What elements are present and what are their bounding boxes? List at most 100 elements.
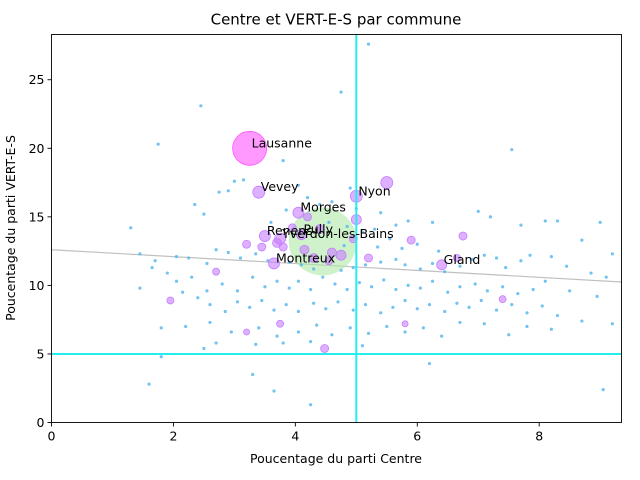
commune-point [380,176,394,189]
data-point [241,178,246,182]
data-point [437,249,441,253]
data-point [351,265,355,270]
commune-label: Nyon [358,183,390,198]
commune-point-yverdon-les-bains [274,232,287,245]
data-point [473,282,477,286]
data-point [305,196,310,200]
data-point [504,265,508,270]
data-point [150,265,154,270]
data-point [379,260,383,264]
data-point [507,333,511,337]
y-tick-label: 15 [29,209,45,224]
commune-label: Gland [444,252,481,267]
data-point [568,289,572,293]
data-point [156,142,160,146]
commune-point [335,249,347,261]
commune-label: Renens [267,223,313,238]
commune-label: Pully [303,222,333,237]
x-tick-label: 0 [48,429,56,444]
data-point [232,179,236,183]
data-point [217,190,221,194]
data-point [415,242,419,246]
y-axis: 0 5 10 15 20 25 [29,72,52,430]
data-point [287,286,291,290]
data-point [516,292,520,296]
data-point [223,309,227,314]
data-point [202,212,206,216]
data-point [257,326,261,330]
y-tick-label: 0 [37,415,45,430]
x-tick-label: 4 [291,429,299,444]
data-point [254,342,258,346]
data-point [555,313,560,318]
commune-label: Morges [300,200,346,215]
data-point [272,389,276,393]
data-point [604,275,608,279]
data-point [385,324,389,329]
data-point [470,257,474,261]
data-point [260,298,264,303]
data-point [339,268,343,272]
data-point [153,259,157,263]
data-point [403,298,407,303]
data-point [525,311,529,315]
data-point [248,305,252,309]
commune-point-montreux [268,257,280,270]
data-point [351,308,355,312]
plot-area: Lausanne Vevey Nyon Morges RenensYverdon-les… [51,34,622,423]
commune-point [303,212,312,222]
data-point [348,186,352,190]
data-point [275,279,279,283]
data-point [406,283,410,287]
data-point [379,211,383,215]
commune-point [287,223,297,233]
data-point [458,285,462,289]
data-point [580,238,584,242]
data-point [318,202,322,207]
data-point [324,307,328,311]
commune-point [242,239,251,249]
commune-point [401,320,409,328]
data-point [159,355,163,359]
data-point [327,220,331,224]
data-point [360,230,365,234]
data-point [296,330,300,334]
data-point [220,282,224,286]
data-point [226,250,230,255]
data-point [373,227,377,231]
data-point [494,308,499,312]
data-point [376,245,380,249]
commune-point-renens [258,230,271,242]
y-axis-label: Poucentage du parti VERT-E-S [3,135,18,321]
data-point [238,256,243,260]
data-point [205,261,209,266]
commune-point [458,231,468,241]
data-point [488,215,493,219]
data-point [272,308,276,312]
data-point [525,324,529,329]
data-point [458,320,462,325]
data-point [482,253,486,257]
data-point [443,309,447,314]
data-point [443,270,447,274]
data-point [312,301,316,305]
data-point [159,326,163,330]
data-point [284,302,288,307]
commune-point [308,253,319,263]
commune-label: Montreux [276,250,335,265]
data-point [543,279,547,283]
data-point [345,224,349,229]
data-point [580,319,584,323]
data-point [430,279,435,283]
data-point [400,246,404,250]
data-point [187,256,191,260]
data-point [199,104,203,108]
data-point [284,208,288,212]
data-point [251,372,255,377]
commune-point [324,256,334,266]
commune-point [498,295,507,304]
data-point [254,252,258,256]
x-axis: 0 2 4 6 8 [48,422,543,444]
y-tick-label: 10 [29,278,45,293]
data-point [391,305,395,309]
